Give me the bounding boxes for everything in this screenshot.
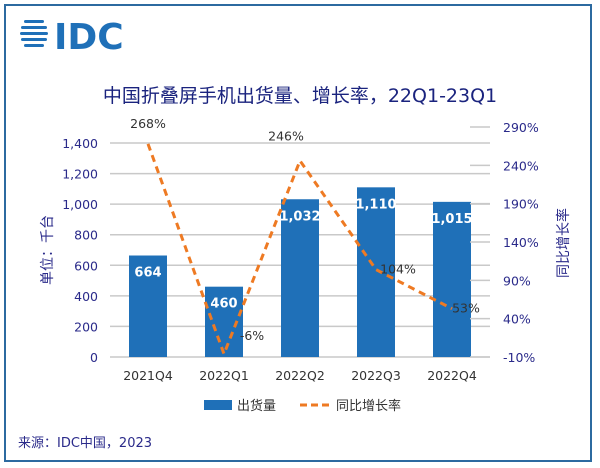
x-tick-label: 2022Q4 [427,368,477,383]
y2-tick-label: 140% [503,235,539,250]
y2-tick-label: 290% [503,120,539,135]
y2-tick-label: 40% [503,312,531,327]
bar-label: 460 [210,297,237,312]
growth-label: 268% [130,116,166,131]
bar [281,199,319,357]
x-tick-label: 2022Q1 [199,368,249,383]
logo-text: IDC [54,17,124,58]
y2-tick-label: 240% [503,158,539,173]
bar-label: 1,032 [279,209,320,224]
legend-line-label: 同比增长率 [336,398,401,414]
idc-logo: IDC [20,17,124,58]
source-note: 来源：IDC中国，2023 [18,436,152,451]
y-tick-label: 0 [90,350,98,365]
legend-bar-label: 出货量 [237,398,276,414]
bar-label: 664 [134,266,161,281]
y-tick-label: 1,400 [62,136,98,151]
x-tick-label: 2022Q3 [351,368,401,383]
growth-label: 53% [452,301,480,316]
bar [357,187,395,357]
growth-label: 246% [268,129,304,144]
y-tick-label: 1,200 [62,167,98,182]
bar [433,201,471,357]
bar-label: 1,110 [355,197,396,212]
y-axis-label: 单位：千台 [40,215,56,285]
y2-axis-label: 同比增长率 [555,208,572,278]
bar-label: 1,015 [431,212,472,227]
y2-tick-label: -10% [503,350,535,365]
y-tick-label: 200 [74,319,98,334]
y-tick-label: 600 [74,258,98,273]
y2-tick-label: 90% [503,273,531,288]
y2-tick-label: 190% [503,197,539,212]
bar [129,255,167,357]
chart-title: 中国折叠屏手机出货量、增长率，22Q1-23Q1 [103,85,497,107]
growth-label: 104% [380,262,416,277]
growth-label: -6% [240,328,264,343]
growth-line [146,143,453,359]
y-tick-label: 400 [74,289,98,304]
legend-bar-swatch [204,400,232,410]
y-tick-label: 1,000 [62,197,98,212]
x-tick-label: 2021Q4 [123,368,173,383]
frame-border [4,4,592,462]
x-tick-label: 2022Q2 [275,368,325,383]
y-tick-label: 800 [74,228,98,243]
